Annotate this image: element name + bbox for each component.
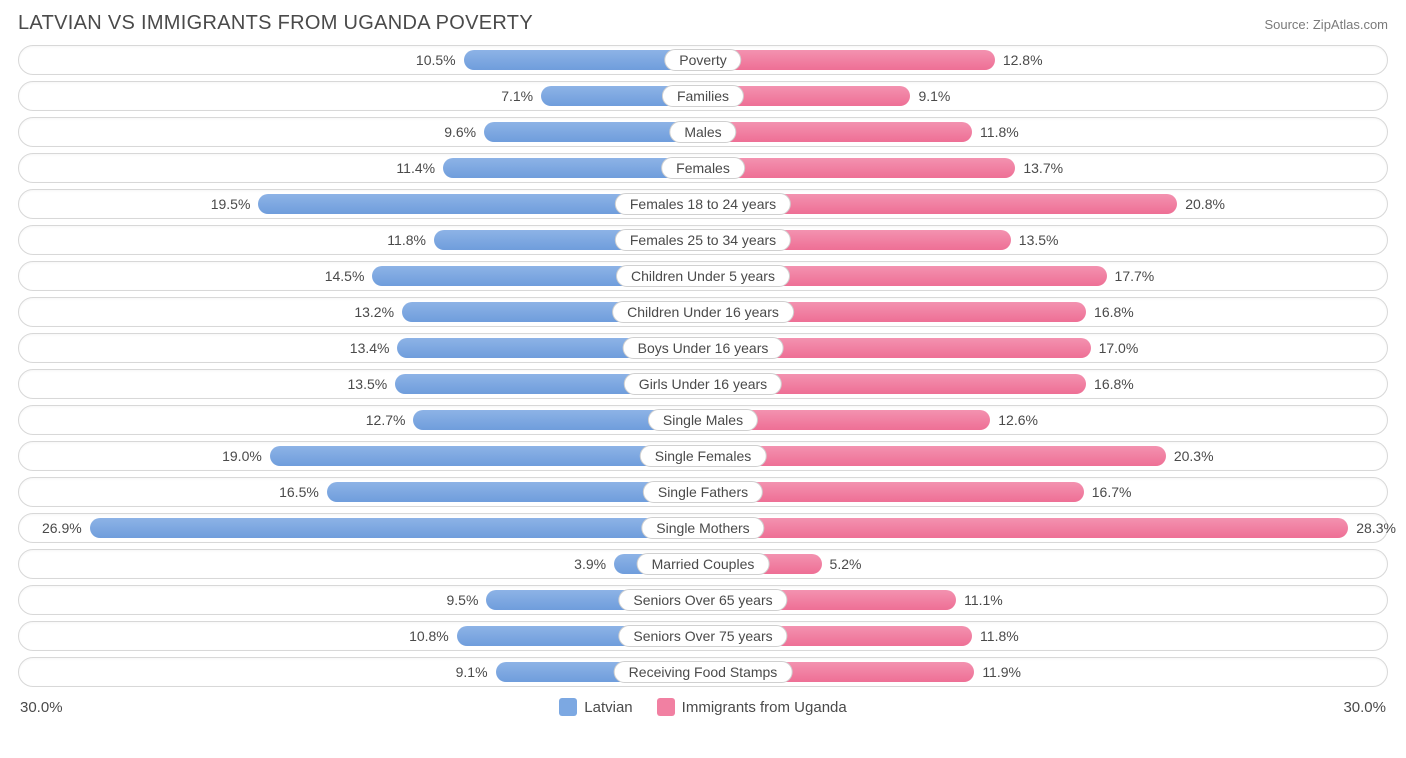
value-label-right: 13.7%	[1023, 154, 1063, 184]
chart-row: 13.4% 17.0% Boys Under 16 years	[18, 333, 1388, 363]
category-label: Seniors Over 75 years	[618, 625, 787, 647]
axis-max-right: 30.0%	[1343, 699, 1386, 716]
value-label-right: 20.8%	[1185, 190, 1225, 220]
legend-swatch-left	[559, 698, 577, 716]
value-label-left: 7.1%	[501, 82, 533, 112]
category-label: Single Mothers	[641, 517, 764, 539]
chart-row: 11.8% 13.5% Females 25 to 34 years	[18, 225, 1388, 255]
category-label: Receiving Food Stamps	[614, 661, 793, 683]
legend-label-right: Immigrants from Uganda	[682, 699, 847, 716]
value-label-right: 16.8%	[1094, 370, 1134, 400]
category-label: Girls Under 16 years	[624, 373, 782, 395]
bar-right	[703, 518, 1348, 538]
legend-label-left: Latvian	[584, 699, 632, 716]
chart-row: 3.9% 5.2% Married Couples	[18, 549, 1388, 579]
value-label-right: 28.3%	[1356, 514, 1396, 544]
value-label-right: 17.0%	[1099, 334, 1139, 364]
value-label-left: 9.6%	[444, 118, 476, 148]
category-label: Children Under 5 years	[616, 265, 790, 287]
value-label-right: 12.6%	[998, 406, 1038, 436]
chart-row: 12.7% 12.6% Single Males	[18, 405, 1388, 435]
chart-row: 10.5% 12.8% Poverty	[18, 45, 1388, 75]
value-label-left: 9.1%	[456, 658, 488, 688]
value-label-right: 9.1%	[918, 82, 950, 112]
value-label-left: 13.4%	[350, 334, 390, 364]
chart-row: 16.5% 16.7% Single Fathers	[18, 477, 1388, 507]
value-label-left: 11.8%	[387, 226, 426, 256]
chart-row: 10.8% 11.8% Seniors Over 75 years	[18, 621, 1388, 651]
value-label-right: 17.7%	[1115, 262, 1155, 292]
category-label: Seniors Over 65 years	[618, 589, 787, 611]
category-label: Females 25 to 34 years	[615, 229, 791, 251]
chart-source: Source: ZipAtlas.com	[1264, 17, 1388, 32]
chart-row: 14.5% 17.7% Children Under 5 years	[18, 261, 1388, 291]
category-label: Married Couples	[637, 553, 770, 575]
value-label-left: 11.4%	[396, 154, 435, 184]
value-label-left: 19.0%	[222, 442, 262, 472]
bar-right	[703, 446, 1166, 466]
bar-left	[270, 446, 703, 466]
value-label-left: 19.5%	[211, 190, 251, 220]
value-label-left: 14.5%	[325, 262, 365, 292]
value-label-left: 13.5%	[348, 370, 388, 400]
category-label: Females	[661, 157, 745, 179]
chart-row: 9.1% 11.9% Receiving Food Stamps	[18, 657, 1388, 687]
bar-right	[703, 122, 972, 142]
value-label-left: 10.8%	[409, 622, 449, 652]
legend-swatch-right	[657, 698, 675, 716]
value-label-right: 16.7%	[1092, 478, 1132, 508]
category-label: Single Males	[648, 409, 758, 431]
chart-row: 13.5% 16.8% Girls Under 16 years	[18, 369, 1388, 399]
bar-left	[90, 518, 703, 538]
chart-title: LATVIAN VS IMMIGRANTS FROM UGANDA POVERT…	[18, 12, 533, 35]
chart-row: 26.9%28.3%Single Mothers	[18, 513, 1388, 543]
chart-footer: 30.0% Latvian Immigrants from Uganda 30.…	[18, 693, 1388, 721]
bar-right	[703, 50, 995, 70]
chart-row: 11.4% 13.7% Females	[18, 153, 1388, 183]
value-label-right: 5.2%	[830, 550, 862, 580]
value-label-right: 11.8%	[980, 118, 1019, 148]
legend-item-right: Immigrants from Uganda	[657, 698, 847, 716]
category-label: Males	[669, 121, 736, 143]
value-label-left: 10.5%	[416, 46, 456, 76]
category-label: Females 18 to 24 years	[615, 193, 791, 215]
category-label: Families	[662, 85, 744, 107]
value-label-right: 20.3%	[1174, 442, 1214, 472]
legend: Latvian Immigrants from Uganda	[559, 698, 846, 716]
chart-area: 10.5% 12.8% Poverty 7.1% 9.1% Families 9.6% 11.…	[18, 45, 1388, 687]
value-label-right: 11.9%	[982, 658, 1021, 688]
value-label-left: 12.7%	[366, 406, 406, 436]
chart-row: 9.6% 11.8% Males	[18, 117, 1388, 147]
chart-row: 13.2% 16.8% Children Under 16 years	[18, 297, 1388, 327]
category-label: Boys Under 16 years	[623, 337, 784, 359]
chart-row: 7.1% 9.1% Families	[18, 81, 1388, 111]
value-label-right: 12.8%	[1003, 46, 1043, 76]
value-label-right: 16.8%	[1094, 298, 1134, 328]
category-label: Single Fathers	[643, 481, 763, 503]
chart-header: LATVIAN VS IMMIGRANTS FROM UGANDA POVERT…	[18, 12, 1388, 35]
category-label: Single Females	[640, 445, 767, 467]
chart-row: 19.5% 20.8% Females 18 to 24 years	[18, 189, 1388, 219]
axis-max-left: 30.0%	[20, 699, 63, 716]
value-label-left: 13.2%	[354, 298, 394, 328]
value-label-right: 11.1%	[964, 586, 1003, 616]
legend-item-left: Latvian	[559, 698, 632, 716]
bar-right	[703, 158, 1015, 178]
value-label-left: 26.9%	[42, 514, 82, 544]
chart-row: 9.5% 11.1% Seniors Over 65 years	[18, 585, 1388, 615]
chart-row: 19.0% 20.3% Single Females	[18, 441, 1388, 471]
category-label: Poverty	[664, 49, 741, 71]
value-label-left: 16.5%	[279, 478, 319, 508]
value-label-left: 3.9%	[574, 550, 606, 580]
category-label: Children Under 16 years	[612, 301, 794, 323]
value-label-right: 13.5%	[1019, 226, 1059, 256]
value-label-left: 9.5%	[446, 586, 478, 616]
value-label-right: 11.8%	[980, 622, 1019, 652]
